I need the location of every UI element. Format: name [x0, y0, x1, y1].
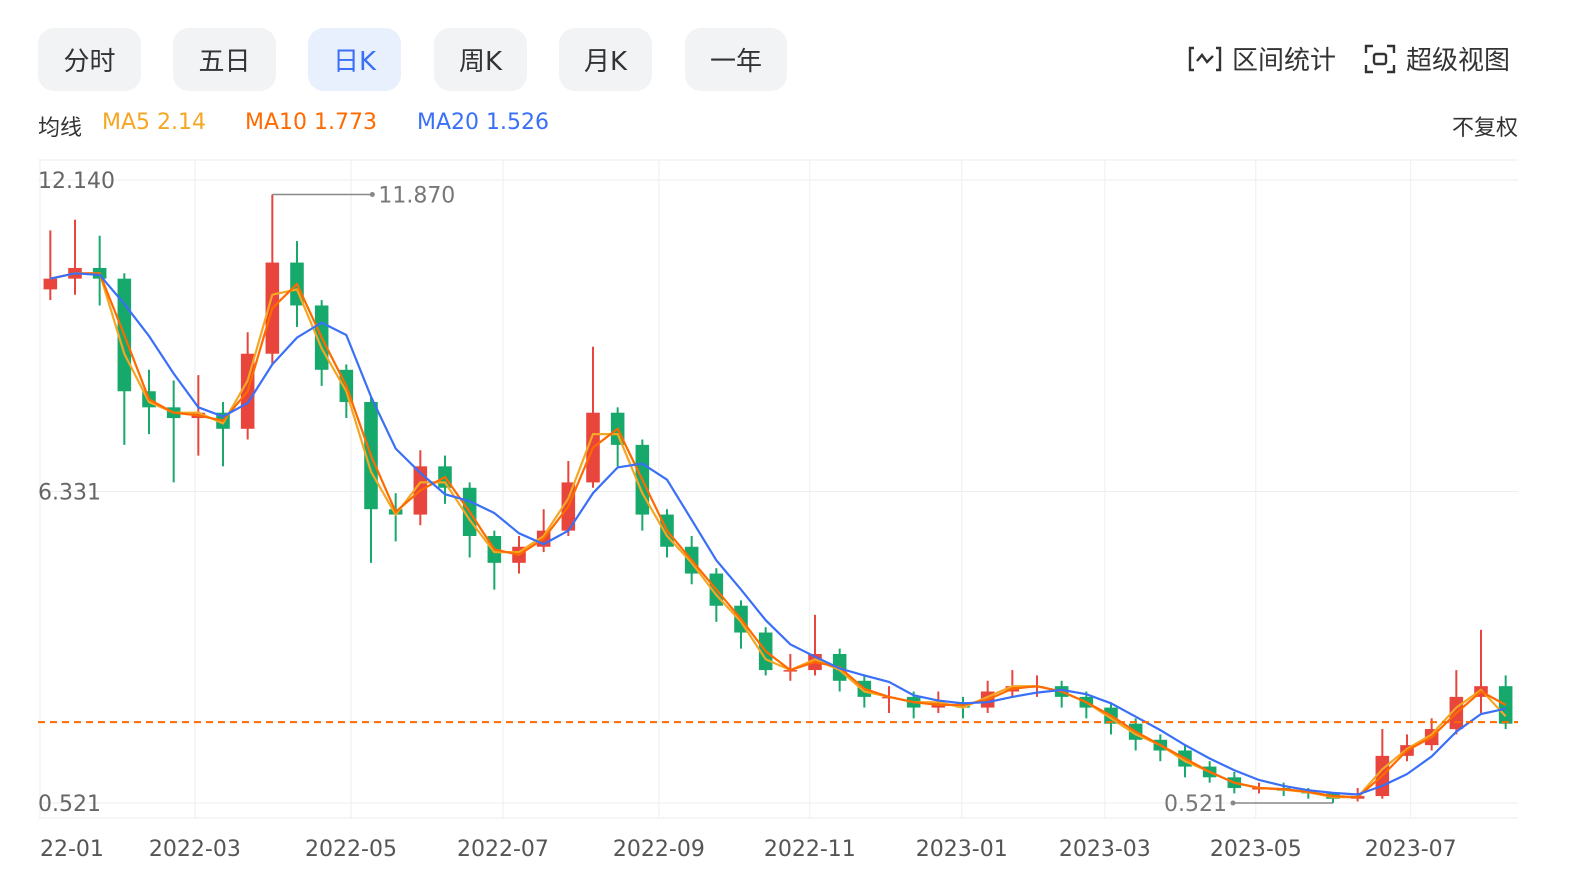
- super-view[interactable]: 超级视图: [1364, 40, 1510, 77]
- adjust-mode[interactable]: 不复权: [1451, 116, 1518, 141]
- ma-legend: MA20 1.526: [417, 110, 549, 135]
- x-tick-label: 2022-07: [457, 837, 549, 862]
- tab[interactable]: 月K: [559, 28, 652, 91]
- candle-body: [43, 278, 58, 290]
- ma-label: 均线: [38, 116, 83, 141]
- x-tick-label: 22-01: [40, 837, 104, 862]
- y-tick-label: 6.331: [38, 480, 101, 505]
- legend-value: 2.14: [157, 110, 207, 135]
- annotation-dot: [1230, 800, 1236, 806]
- x-tick-label: 2023-07: [1365, 837, 1457, 862]
- tab[interactable]: 分时: [38, 28, 141, 91]
- legend-value: 1.773: [314, 110, 378, 135]
- x-tick-label: 2022-09: [613, 837, 705, 862]
- x-tick-label: 2023-03: [1059, 837, 1151, 862]
- ma-legend: MA10 1.773: [245, 110, 377, 135]
- legend-name: MA20: [417, 110, 480, 135]
- action-label: 超级视图: [1406, 46, 1511, 76]
- ma-line: [50, 272, 1506, 796]
- range-icon: [1188, 46, 1222, 71]
- tab[interactable]: 周K: [434, 28, 527, 91]
- tab[interactable]: 一年: [685, 28, 787, 91]
- x-tick-label: 2023-05: [1210, 837, 1302, 862]
- x-tick-label: 2023-01: [916, 837, 1008, 862]
- view-icon: [1364, 44, 1396, 73]
- annotation-label: 11.870: [378, 183, 455, 208]
- legend-value: 1.526: [486, 110, 550, 135]
- tab[interactable]: 日K: [308, 28, 401, 91]
- range-stats[interactable]: 区间统计: [1188, 40, 1336, 77]
- annotation-label: 0.521: [1164, 792, 1227, 817]
- ma-legend: MA5 2.14: [102, 110, 206, 135]
- action-label: 区间统计: [1232, 46, 1337, 76]
- tab[interactable]: 五日: [173, 28, 276, 91]
- legend-name: MA10: [245, 110, 308, 135]
- annotation-dot: [369, 191, 375, 197]
- y-tick-label: 12.140: [38, 169, 115, 194]
- x-tick-label: 2022-03: [149, 837, 241, 862]
- x-tick-label: 2022-11: [764, 837, 856, 862]
- legend-name: MA5: [102, 110, 151, 135]
- ma-line: [50, 272, 1507, 799]
- y-tick-label: 0.521: [38, 792, 101, 817]
- x-tick-label: 2022-05: [305, 837, 397, 862]
